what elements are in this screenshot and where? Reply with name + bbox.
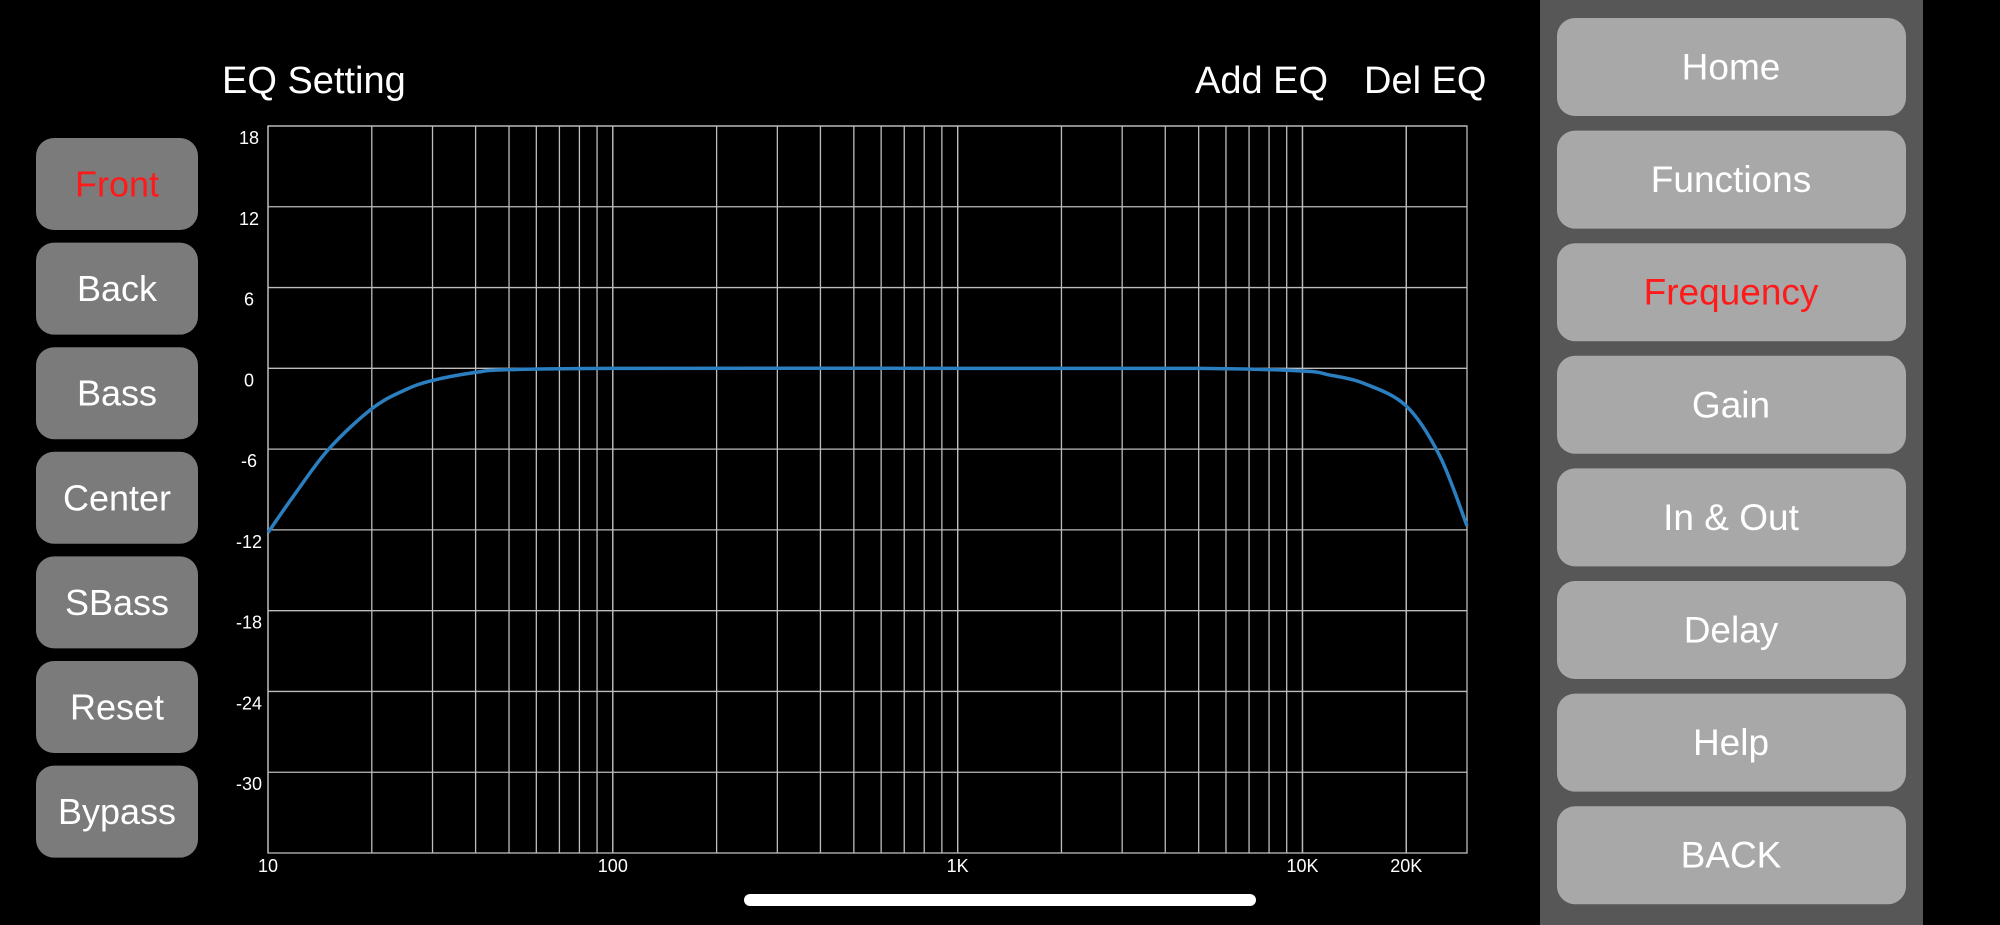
nav-button[interactable] xyxy=(1557,693,1906,792)
x-tick-label: 10K xyxy=(1286,856,1318,876)
channel-button[interactable] xyxy=(36,347,198,440)
y-tick-label: -24 xyxy=(236,693,262,713)
eq-curve xyxy=(266,366,1469,534)
channel-button[interactable] xyxy=(36,451,198,544)
y-tick-label: -30 xyxy=(236,774,262,794)
nav-label[interactable]: In & Out xyxy=(1663,497,1799,538)
add-eq-button[interactable]: Add EQ xyxy=(1195,60,1328,102)
nav-button[interactable] xyxy=(1557,130,1906,229)
y-tick-label: 6 xyxy=(244,290,254,310)
x-tick-label: 100 xyxy=(598,856,628,876)
channel-label[interactable]: Reset xyxy=(70,687,164,728)
y-tick-label: 12 xyxy=(239,209,259,229)
nav-label[interactable]: Home xyxy=(1682,47,1781,88)
channel-label[interactable]: Back xyxy=(77,268,158,309)
plot-frame xyxy=(267,125,1468,854)
channel-label[interactable]: Center xyxy=(63,477,171,518)
y-tick-label: -12 xyxy=(236,532,262,552)
nav-button[interactable] xyxy=(1557,355,1906,454)
x-tick-label: 1K xyxy=(947,856,969,876)
channel-label[interactable]: SBass xyxy=(65,582,169,623)
nav-label[interactable]: Gain xyxy=(1692,384,1770,425)
channel-label[interactable]: Bass xyxy=(77,373,157,414)
y-tick-label: 18 xyxy=(239,128,259,148)
nav-button[interactable] xyxy=(1557,243,1906,342)
y-tick-label: -6 xyxy=(241,451,257,471)
nav-button[interactable] xyxy=(1557,468,1906,567)
channel-button[interactable] xyxy=(36,661,198,753)
x-tick-label: 20K xyxy=(1390,856,1422,876)
channel-button[interactable] xyxy=(36,765,198,858)
nav-button[interactable] xyxy=(1557,581,1906,679)
y-tick-label: 0 xyxy=(244,370,254,390)
nav-button[interactable] xyxy=(1557,18,1906,116)
channel-button[interactable] xyxy=(36,242,198,335)
nav-label[interactable]: Frequency xyxy=(1644,272,1819,313)
channel-button[interactable] xyxy=(36,138,198,230)
home-indicator xyxy=(744,894,1256,906)
del-eq-button[interactable]: Del EQ xyxy=(1364,60,1486,102)
x-tick-label: 10 xyxy=(258,856,278,876)
nav-button[interactable] xyxy=(1557,806,1906,905)
nav-label[interactable]: Functions xyxy=(1651,159,1811,200)
y-tick-label: -18 xyxy=(236,613,262,633)
channel-label[interactable]: Bypass xyxy=(58,791,176,832)
nav-label[interactable]: Delay xyxy=(1684,610,1779,651)
channel-button[interactable] xyxy=(36,556,198,649)
nav-label[interactable]: BACK xyxy=(1681,835,1782,876)
page-title: EQ Setting xyxy=(222,60,406,102)
channel-label[interactable]: Front xyxy=(75,164,159,205)
nav-label[interactable]: Help xyxy=(1693,722,1769,763)
